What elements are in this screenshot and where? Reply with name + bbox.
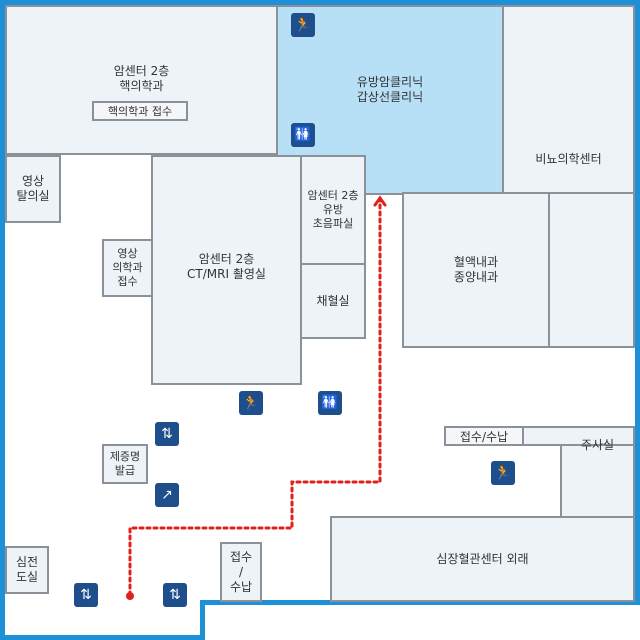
room-label: 초음파실 xyxy=(312,217,354,230)
room-imaging-dressing[interactable]: 영상 탈의실 xyxy=(5,155,61,223)
escalator-icon: ↗ xyxy=(155,483,179,507)
room-label: 제증명 xyxy=(109,450,141,463)
room-breast-ultrasound[interactable]: 암센터 2층 유방 초음파실 xyxy=(300,155,366,265)
nuclear-reception-tag[interactable]: 핵의학과 접수 xyxy=(92,101,188,121)
emergency-exit-icon: 🏃 xyxy=(491,461,515,485)
room-label: 접수 xyxy=(117,275,138,288)
elevator-icon: ⇅ xyxy=(163,583,187,607)
map-border-bottom-left xyxy=(0,635,205,640)
room-ecg[interactable]: 심전 도실 xyxy=(5,546,49,594)
room-label: 종양내과 xyxy=(453,270,499,284)
room-hemato-oncology[interactable]: 혈액내과 종양내과 xyxy=(402,192,550,348)
room-blood-draw[interactable]: 채혈실 xyxy=(300,263,366,339)
room-label: 암센터 2층 xyxy=(198,252,255,266)
room-label: 수납 xyxy=(229,579,253,594)
room-label: 비뇨의학센터 xyxy=(535,152,602,166)
room-label: 혈액내과 xyxy=(453,255,499,269)
room-label: 핵의학과 xyxy=(119,79,164,93)
map-border-step xyxy=(200,600,205,640)
tag-label: 접수/수납 xyxy=(459,429,509,444)
room-label: 도실 xyxy=(15,570,39,584)
restroom-icon: 🚻 xyxy=(291,123,315,147)
map-border-left xyxy=(0,0,5,640)
room-breast-thyroid-clinic[interactable]: 유방암클리닉 갑상선클리닉 xyxy=(276,5,504,195)
room-label: / xyxy=(238,564,244,579)
route-arrow xyxy=(373,195,387,207)
room-label: 유방암클리닉 xyxy=(356,75,424,89)
room-nuclear-medicine[interactable]: 암센터 2층 핵의학과 xyxy=(5,5,278,155)
room-label: 접수 xyxy=(229,549,253,564)
room-label: CT/MRI 촬영실 xyxy=(187,267,266,281)
elevator-icon: ⇅ xyxy=(155,422,179,446)
room-imaging-reception[interactable]: 영상 의학과 접수 xyxy=(102,239,153,297)
room-label: 심장혈관센터 외래 xyxy=(436,551,529,566)
emergency-exit-icon: 🏃 xyxy=(291,13,315,37)
room-cardiovascular-center[interactable]: 심장혈관센터 외래 xyxy=(330,516,635,602)
room-label: 심전 xyxy=(15,555,39,569)
emergency-exit-icon: 🏃 xyxy=(239,391,263,415)
room-label: 주사실 xyxy=(580,438,615,452)
room-label: 암센터 2층 xyxy=(307,189,359,202)
room-right-corridor-block xyxy=(548,192,635,348)
route-start-point xyxy=(126,592,134,600)
room-label: 영상 xyxy=(117,247,138,260)
room-label: 발급 xyxy=(114,464,136,477)
room-label: 의학과 xyxy=(112,261,143,274)
room-label: 갑상선클리닉 xyxy=(356,90,424,104)
room-label: 영상 xyxy=(21,174,45,188)
map-border-bottom-right xyxy=(200,600,640,605)
room-certificate[interactable]: 제증명 발급 xyxy=(102,444,148,484)
room-label: 탈의실 xyxy=(16,189,50,203)
room-injection[interactable]: 주사실 xyxy=(560,438,635,518)
room-reception-payment-bottom[interactable]: 접수 / 수납 xyxy=(220,542,262,602)
reception-payment-right[interactable]: 접수/수납 xyxy=(444,426,524,446)
map-border-top xyxy=(0,0,640,5)
room-label: 채혈실 xyxy=(316,293,350,308)
route-line xyxy=(128,196,382,597)
room-label: 암센터 2층 xyxy=(113,64,170,78)
room-ct-mri[interactable]: 암센터 2층 CT/MRI 촬영실 xyxy=(151,155,302,385)
map-border-right xyxy=(635,0,640,605)
elevator-icon: ⇅ xyxy=(74,583,98,607)
room-label: 유방 xyxy=(322,203,344,216)
tag-label: 핵의학과 접수 xyxy=(107,105,173,118)
restroom-icon: 🚻 xyxy=(318,391,342,415)
